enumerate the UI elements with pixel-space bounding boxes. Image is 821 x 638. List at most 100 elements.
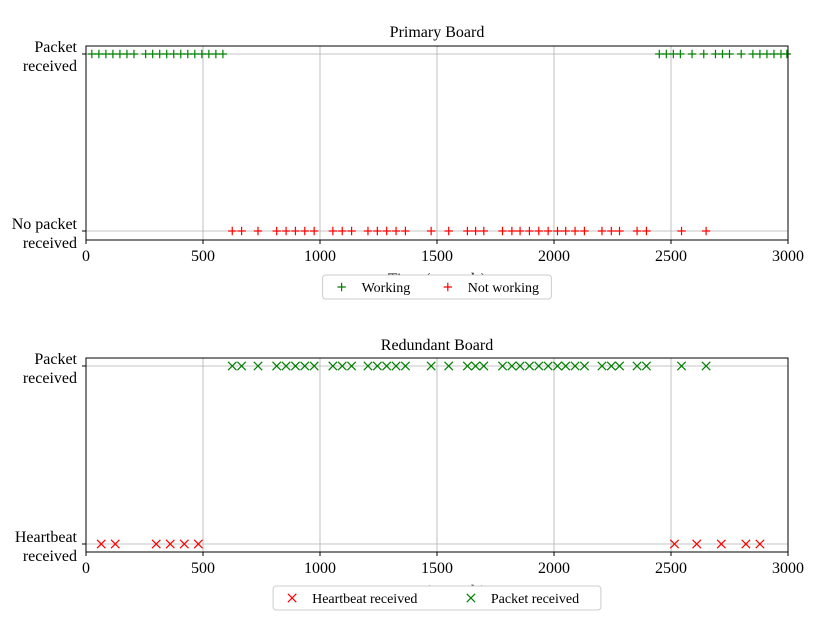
data-point [570, 361, 580, 371]
data-point [363, 361, 373, 371]
data-point [701, 226, 711, 236]
series-working [87, 49, 792, 59]
data-point [183, 49, 192, 59]
data-point [632, 226, 642, 236]
y-tick-label: Heartbeat [15, 529, 78, 546]
data-point [462, 361, 473, 371]
data-point [782, 49, 792, 59]
data-point [597, 226, 607, 236]
data-point [515, 361, 525, 371]
legend-label: Not working [468, 281, 539, 296]
data-point [290, 361, 301, 371]
data-point [676, 49, 685, 59]
chart-title: Primary Board [390, 24, 485, 41]
data-point [479, 361, 489, 371]
x-tick-label: 1000 [304, 560, 336, 577]
legend-marker [443, 282, 452, 292]
data-point [300, 361, 310, 371]
data-point [382, 226, 391, 236]
data-point [716, 539, 726, 549]
data-point [515, 226, 525, 236]
data-point [607, 226, 616, 236]
y-tick-label: Packet [34, 39, 77, 56]
data-point [253, 361, 263, 371]
data-point [115, 49, 125, 59]
data-point [561, 226, 570, 236]
data-point [580, 226, 589, 236]
data-point [165, 539, 175, 549]
data-point [363, 226, 373, 236]
data-point [444, 361, 454, 371]
data-point [228, 226, 237, 236]
data-point [211, 49, 221, 59]
data-point [300, 226, 309, 236]
data-point [701, 361, 711, 371]
data-point [570, 226, 580, 236]
data-point [328, 226, 338, 236]
legend-box [272, 585, 602, 611]
legend-marker [287, 593, 297, 603]
data-point [176, 49, 185, 59]
data-point [677, 226, 686, 236]
data-point [669, 49, 678, 59]
legend-marker [337, 282, 346, 292]
x-tick-label: 0 [82, 560, 90, 577]
x-tick-label: 1000 [304, 248, 336, 265]
data-point [507, 226, 517, 236]
data-point [108, 49, 118, 59]
data-point [372, 361, 382, 371]
y-tick-label: Packet [34, 351, 77, 368]
data-point [641, 361, 652, 371]
series-not-working [228, 226, 711, 236]
data-point [655, 49, 664, 59]
data-point [552, 361, 563, 371]
chart-title: Redundant Board [381, 337, 493, 354]
x-tick-label: 2500 [655, 248, 687, 265]
x-tick-label: 2500 [655, 560, 687, 577]
data-point [391, 361, 401, 371]
data-point [373, 226, 382, 236]
data-point [338, 226, 347, 236]
data-point [391, 226, 401, 236]
data-point [227, 361, 237, 371]
data-point [534, 226, 543, 236]
data-point [507, 361, 517, 371]
data-point [579, 361, 590, 371]
data-point [122, 49, 132, 59]
data-point [401, 226, 410, 236]
data-point [718, 49, 727, 59]
data-point [642, 226, 651, 236]
x-tick-label: 500 [191, 560, 215, 577]
y-tick-label: No packet [12, 216, 78, 233]
y-tick-label: received [23, 58, 77, 75]
data-point [291, 226, 300, 236]
legend-box [322, 274, 552, 300]
data-point [444, 226, 453, 236]
data-point [328, 361, 338, 371]
x-tick-label: 3000 [772, 560, 804, 577]
data-point [162, 49, 171, 59]
data-point [543, 226, 553, 236]
data-point [561, 361, 571, 371]
redundant-board-chart: Redundant Board050010001500200025003000T… [15, 337, 804, 611]
x-tick-label: 0 [82, 248, 90, 265]
data-point [236, 361, 247, 371]
data-point [309, 361, 319, 371]
data-point [218, 49, 228, 59]
data-point [471, 226, 480, 236]
data-point [190, 49, 200, 59]
data-point [755, 539, 765, 549]
data-point [87, 49, 97, 59]
data-point [346, 361, 357, 371]
x-tick-label: 500 [191, 248, 215, 265]
data-point [606, 361, 616, 371]
data-point [272, 361, 282, 371]
data-point [96, 539, 106, 549]
data-point [179, 539, 189, 549]
legend-label: Packet received [491, 592, 579, 607]
data-point [151, 539, 161, 549]
data-point [762, 49, 772, 59]
data-point [337, 361, 347, 371]
series-heartbeat-received [96, 539, 765, 549]
y-tick-label: received [23, 548, 77, 565]
